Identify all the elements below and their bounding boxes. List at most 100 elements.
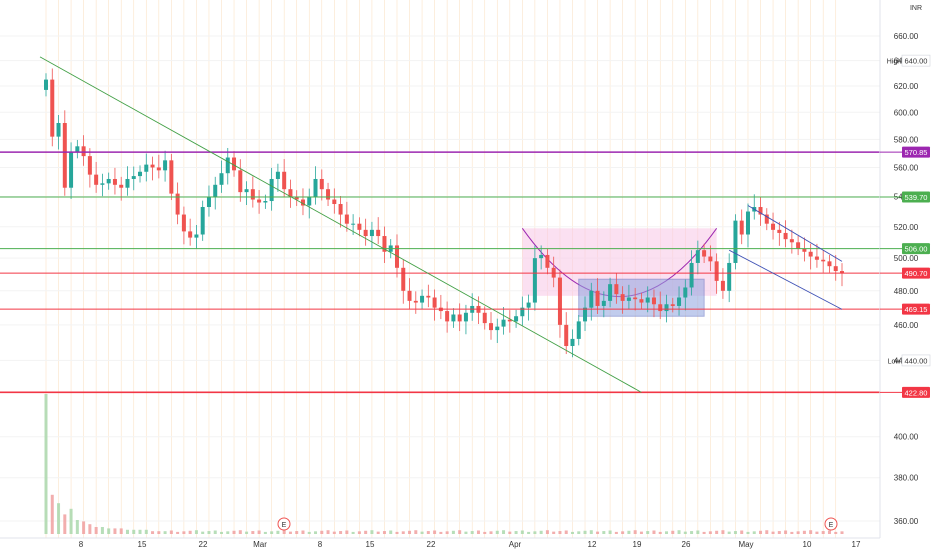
candle-body — [796, 242, 801, 249]
x-tick-label: 15 — [366, 540, 375, 549]
volume-bar — [420, 531, 424, 534]
candle-body — [764, 214, 769, 224]
candle-body — [526, 302, 531, 308]
volume-bar — [132, 529, 136, 534]
candle-body — [783, 232, 788, 240]
candle-body — [119, 184, 124, 188]
candle-body — [75, 146, 80, 152]
volume-bar — [508, 531, 512, 534]
candle-body — [394, 245, 399, 268]
candle-body — [175, 193, 180, 215]
descending-trendline — [39, 56, 642, 393]
candle-body — [244, 189, 249, 193]
volume-bar — [113, 528, 117, 534]
candle-body — [382, 236, 387, 252]
volume-bar — [263, 531, 267, 534]
candle-body — [225, 157, 230, 174]
x-tick-label: 22 — [427, 540, 436, 549]
candle-body — [213, 184, 218, 197]
candle-body — [520, 307, 525, 317]
price-level-tag — [902, 146, 930, 158]
volume-bar — [671, 530, 675, 534]
low-label: Low — [888, 358, 902, 365]
candle-body — [194, 234, 199, 238]
volume-bar — [721, 530, 725, 534]
volume-bar — [696, 530, 700, 534]
candle-body — [138, 171, 143, 177]
volume-bar — [489, 531, 493, 534]
volume-bar — [295, 531, 299, 534]
volume-bar — [759, 530, 763, 534]
candle-body — [344, 214, 349, 224]
candle-body — [589, 290, 594, 308]
volume-bar — [683, 531, 687, 534]
candle-body — [326, 189, 331, 200]
volume-bar — [188, 530, 192, 534]
volume-bar — [301, 530, 305, 534]
candle-body — [407, 290, 412, 301]
candle-body — [94, 174, 99, 185]
volume-bar — [690, 531, 694, 534]
candle-body — [507, 319, 512, 322]
candle-body — [482, 312, 487, 324]
volume-bar — [802, 530, 806, 534]
volume-bar — [715, 530, 719, 534]
volume-bar — [433, 530, 437, 534]
candle-body — [583, 307, 588, 322]
volume-bar — [702, 531, 706, 534]
volume-bar — [520, 530, 524, 534]
volume-bar — [345, 530, 349, 534]
volume-bar — [790, 531, 794, 534]
volume-bar — [357, 531, 361, 534]
volume-bar — [88, 524, 92, 534]
candle-body — [714, 261, 719, 281]
price-axis[interactable]: INR 360.00 380.00 400.00 440.00 460.00 480.00… — [879, 0, 932, 538]
volume-bar — [583, 530, 587, 534]
volume-bar — [646, 531, 650, 534]
x-tick-label: 12 — [588, 540, 597, 549]
candle-body — [595, 290, 600, 306]
candle-body — [163, 160, 168, 171]
volume-bar — [69, 508, 73, 534]
volume-bar — [314, 531, 318, 534]
volume-bar — [257, 530, 261, 534]
volume-bar — [614, 531, 618, 534]
volume-bar — [182, 531, 186, 534]
volume-bar — [740, 530, 744, 534]
time-axis[interactable]: 8 15 22 Mar 8 15 22 Apr 12 19 26 May 10 17 — [0, 537, 932, 550]
price-level-label: 539.70 — [905, 193, 928, 202]
candle-body — [702, 250, 707, 257]
earnings-marker-label: E — [829, 522, 834, 529]
candle-body — [282, 171, 287, 190]
volume-bar — [382, 531, 386, 534]
y-tick-label: 500.00 — [894, 254, 919, 263]
candle-body — [708, 256, 713, 262]
candle-body — [658, 304, 663, 312]
volume-bar — [238, 530, 242, 534]
candle-body — [601, 300, 606, 306]
volume-bar — [125, 529, 129, 534]
candle-body — [363, 229, 368, 237]
volume-bar — [464, 531, 468, 534]
volume-bar — [658, 531, 662, 534]
volume-bar — [326, 530, 330, 534]
candle-body — [451, 314, 456, 322]
volume-bar — [207, 531, 211, 534]
trendlines — [39, 56, 843, 393]
candles — [44, 68, 844, 358]
candle-body — [532, 258, 537, 303]
candle-body — [689, 262, 694, 288]
candle-body — [288, 189, 293, 197]
candle-body — [294, 196, 299, 200]
volume-bar — [602, 531, 606, 534]
volume-bar — [765, 530, 769, 534]
volume-bar — [50, 494, 54, 534]
candle-body — [670, 304, 675, 306]
candle-body — [257, 199, 262, 203]
volume-bar — [157, 531, 161, 534]
candle-body — [338, 204, 343, 215]
x-tick-label: May — [738, 540, 753, 549]
volume-bar — [213, 530, 217, 534]
